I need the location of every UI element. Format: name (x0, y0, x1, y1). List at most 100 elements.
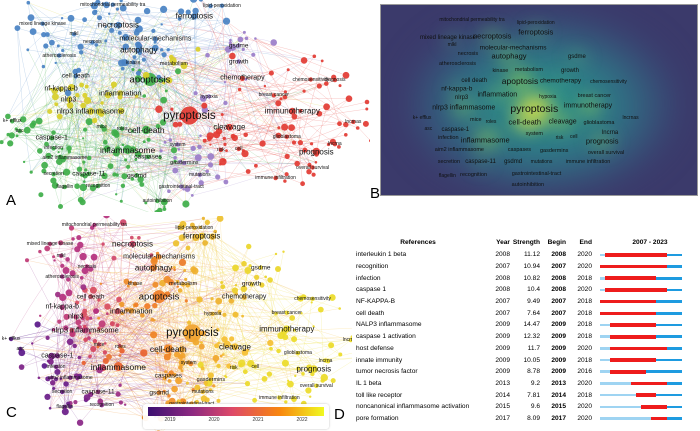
timeline-pre-segment (600, 370, 611, 374)
cell-year: 2009 (495, 344, 510, 352)
cell-begin: 2009 (551, 344, 566, 352)
timeline-burst-segment (600, 311, 657, 316)
cell-strength: 10.4 (527, 286, 540, 294)
density-hotspot (545, 112, 581, 132)
density-term-label: molecular-mechanisms (479, 44, 547, 52)
density-term-label: mlkl (447, 42, 457, 49)
cell-begin: 2007 (551, 309, 566, 317)
density-term-label: inflammation (477, 91, 518, 99)
cell-year: 2009 (495, 333, 510, 341)
burst-timeline (600, 319, 682, 331)
cell-end: 2020 (577, 379, 592, 387)
density-term-label: mice (469, 117, 482, 123)
cell-year: 2008 (495, 251, 510, 259)
timeline-burst-segment (610, 346, 667, 351)
timeline-burst-segment (641, 405, 667, 409)
table-row: host defense 2009 11.7 2009 2020 (352, 343, 700, 355)
burst-timeline (600, 296, 682, 308)
cell-timeline (600, 413, 700, 425)
cell-strength: 9.2 (530, 379, 540, 387)
timeline-burst-segment (610, 334, 657, 339)
density-hotspot (479, 85, 515, 105)
timeline-burst-segment (605, 276, 657, 281)
header-year: Year (496, 239, 510, 246)
table-row: innate immunity 2009 10.05 2009 2018 (352, 354, 700, 366)
panel-b-density-visualization: pyroptosis apoptosis cell-death inflammasom… (380, 4, 698, 196)
cell-end: 2018 (577, 274, 592, 282)
table-row: recognition 2007 10.94 2007 2020 (352, 261, 700, 273)
cell-begin: 2009 (551, 368, 566, 376)
burst-timeline (600, 413, 682, 425)
timeline-pre-segment (600, 382, 631, 385)
cell-begin: 2015 (551, 403, 566, 411)
density-term-label: lncrnas (622, 115, 639, 121)
density-hotspot (473, 26, 512, 48)
burst-timeline (600, 343, 682, 355)
density-term-label: gasdermins (539, 147, 569, 154)
timeline-pre-segment (600, 276, 606, 280)
table-row: NF-KAPPA-B 2007 9.49 2007 2018 (352, 296, 700, 308)
cell-timeline (600, 249, 700, 261)
density-hotspot (505, 112, 544, 134)
table-row: noncanonical inflammasome activation 2015… (352, 401, 700, 413)
cell-end: 2020 (577, 263, 592, 271)
density-term-label: glioblastoma (583, 119, 615, 126)
timeline-post-segment (666, 382, 682, 385)
density-term-label: recognition (460, 172, 488, 179)
table-row: interleukin 1 beta 2008 11.12 2008 2020 (352, 249, 700, 261)
timeline-post-segment (656, 300, 682, 303)
cell-year: 2008 (495, 274, 510, 282)
cell-timeline (600, 366, 700, 378)
density-term-label: necroptosis (473, 31, 512, 41)
cell-begin: 2008 (551, 286, 566, 294)
cell-strength: 10.82 (523, 274, 540, 282)
timeline-burst-segment (605, 253, 667, 257)
cell-strength: 10.05 (523, 356, 540, 364)
density-hotspot (569, 95, 611, 119)
timeline-burst-segment (600, 299, 657, 304)
cell-year: 2009 (495, 321, 510, 329)
timeline-pre-segment (600, 288, 606, 292)
burst-timeline (600, 331, 682, 343)
burst-timeline (600, 378, 682, 390)
density-hotspot (436, 30, 468, 48)
density-hotspot (561, 48, 593, 66)
density-term-label: infection (438, 135, 459, 142)
density-term-label: hypoxia (539, 93, 557, 100)
table-header-row: References Year Strength Begin End 2007 … (352, 236, 700, 249)
timeline-post-segment (656, 358, 682, 362)
cell-begin: 2008 (551, 251, 566, 259)
table-row: tumor necrosis factor 2009 8.78 2009 2016 (352, 366, 700, 378)
cell-strength: 14.47 (523, 321, 540, 329)
density-term-label: nlrp3 (454, 94, 469, 101)
cell-timeline (600, 284, 700, 296)
cell-strength: 10.94 (523, 263, 540, 271)
header-begin: Begin (547, 239, 566, 246)
table-row: pore formation 2017 8.09 2017 2020 (352, 413, 700, 425)
timeline-burst-segment (610, 369, 647, 374)
timeline-pre-segment (600, 417, 652, 420)
density-term-label: cell death (461, 77, 488, 84)
cell-end: 2016 (577, 368, 592, 376)
cell-timeline (600, 389, 700, 401)
density-term-label: immunotherapy (563, 102, 613, 110)
table-row: cell death 2007 7.64 2007 2018 (352, 307, 700, 319)
burst-timeline (600, 401, 682, 413)
panel-label-d: D (334, 406, 345, 423)
cell-reference: cell death (356, 309, 385, 317)
cell-begin: 2009 (551, 356, 566, 364)
legend-tick: 2021 (252, 417, 264, 423)
density-hotspot (488, 45, 530, 69)
burst-timeline (600, 354, 682, 366)
panel-label-a: A (6, 192, 17, 209)
legend-tick: 2022 (296, 417, 308, 423)
cell-begin: 2009 (551, 333, 566, 341)
timeline-post-segment (656, 276, 682, 280)
density-term-label: immune infiltration (565, 159, 611, 166)
density-term-label: cell (570, 134, 578, 140)
timeline-burst-segment (600, 264, 667, 269)
density-term-label: caspase-11 (465, 159, 496, 166)
cell-begin: 2007 (551, 298, 566, 306)
density-hotspot (464, 126, 509, 152)
panel-label-b: B (370, 185, 381, 202)
